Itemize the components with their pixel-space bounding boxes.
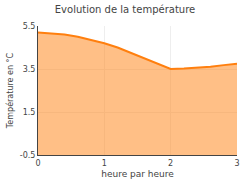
svg-text:-0.5: -0.5 [20,151,36,160]
svg-text:Température en °C: Température en °C [5,52,15,129]
svg-text:3.5: 3.5 [23,65,36,74]
svg-text:2: 2 [168,159,173,168]
svg-text:Evolution de la température: Evolution de la température [55,4,195,15]
svg-text:0: 0 [35,159,40,168]
svg-text:1: 1 [102,159,107,168]
svg-text:3: 3 [234,159,239,168]
svg-text:1.5: 1.5 [23,108,36,117]
svg-text:heure par heure: heure par heure [101,169,174,179]
svg-text:5.5: 5.5 [23,22,36,31]
